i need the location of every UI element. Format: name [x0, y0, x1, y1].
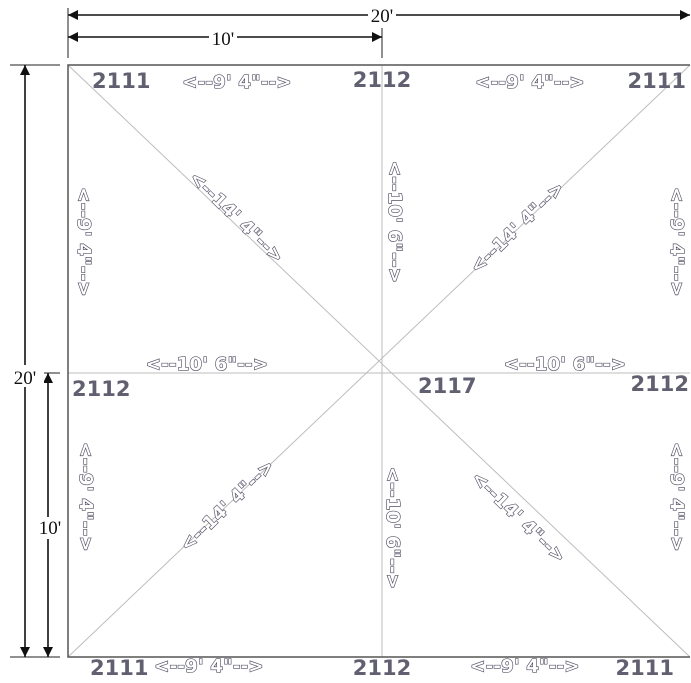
edge-length-diag-lower-left: <--14' 4"--> — [176, 456, 279, 556]
edge-length-labels: <--9' 4"--> <--9' 4"--> <--9' 4"--> <--9… — [72, 71, 687, 677]
edge-length-top-left: <--9' 4"--> — [182, 72, 292, 93]
top-total-dimension-label: 20' — [371, 6, 393, 27]
panel-code-mid-left: 2112 — [72, 377, 130, 401]
edge-length-right-upper: <--9' 4"--> — [666, 187, 687, 297]
panel-codes: 2111 2112 2111 2112 2117 2112 2111 2112 … — [72, 68, 689, 680]
panel-code-top-left: 2111 — [92, 69, 150, 93]
frame-outline — [67, 64, 690, 658]
edge-length-diag-lower-right: <--14' 4"--> — [467, 468, 570, 568]
panel-code-top-right: 2111 — [628, 69, 686, 93]
edge-length-top-right: <--9' 4"--> — [475, 72, 585, 93]
edge-length-bottom-left: <--9' 4"--> — [154, 656, 264, 677]
edge-length-diag-upper-right: <--14' 4"--> — [466, 178, 569, 278]
extension-lines — [10, 8, 383, 658]
edge-length-mid-right-horizontal: <--10' 6"--> — [504, 354, 626, 375]
edge-length-right-lower: <--9' 4"--> — [666, 442, 687, 552]
panel-code-bottom-mid: 2112 — [353, 656, 411, 680]
panel-code-bottom-left: 2111 — [90, 656, 148, 680]
left-half-dimension-label: 10' — [39, 518, 61, 539]
left-total-dimension-label: 20' — [14, 368, 36, 389]
panel-code-bottom-right: 2111 — [616, 656, 674, 680]
edge-length-bottom-right: <--9' 4"--> — [470, 656, 580, 677]
panel-code-mid-right: 2112 — [631, 372, 689, 396]
panel-code-center: 2117 — [418, 374, 476, 398]
edge-length-left-upper: <--9' 4"--> — [73, 187, 94, 297]
edge-length-mid-lower-vertical: <--10' 6"--> — [382, 467, 403, 589]
edge-length-left-lower: <--9' 4"--> — [75, 442, 96, 552]
frame — [67, 64, 691, 658]
edge-length-mid-upper-vertical: <--10' 6"--> — [384, 161, 405, 283]
panel-code-top-mid: 2112 — [353, 68, 411, 92]
dimension-lines — [20, 10, 690, 657]
edge-length-mid-left-horizontal: <--10' 6"--> — [146, 354, 268, 375]
top-half-dimension-label: 10' — [212, 29, 234, 50]
edge-length-diag-upper-left: <--14' 4"--> — [185, 168, 288, 268]
